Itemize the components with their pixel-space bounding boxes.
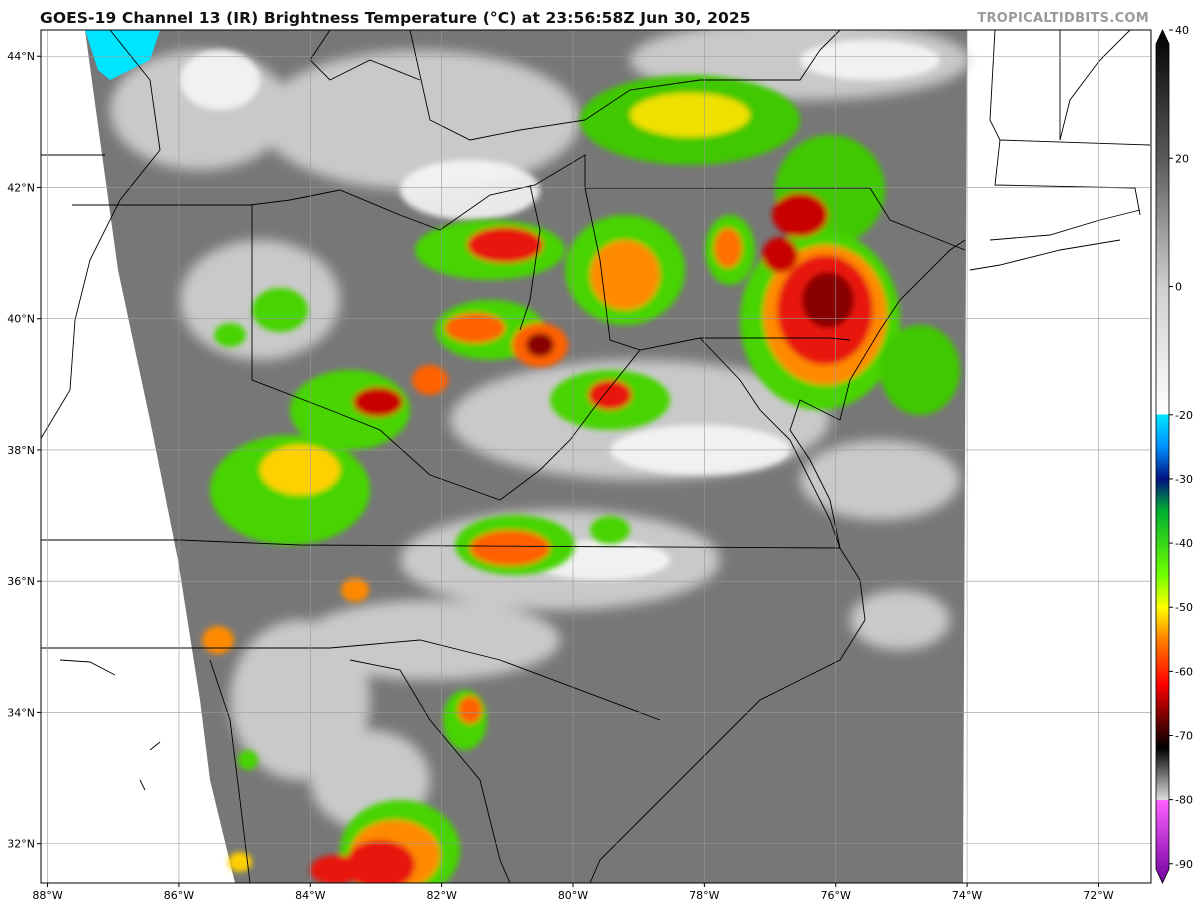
convective-cells [202, 75, 960, 883]
lat-tick-label: 44°N [7, 50, 35, 63]
lon-tick-label: 88°W [32, 889, 62, 902]
lat-tick-label: 34°N [7, 706, 35, 719]
lat-tick-label: 40°N [7, 313, 35, 326]
map-plot-area [41, 30, 1151, 883]
colorbar-tick-label: -90 [1175, 858, 1193, 871]
cold-cloud-cyan [85, 30, 160, 80]
colorbar-tick-label: 40 [1175, 24, 1189, 37]
colorbar-tick-label: 20 [1175, 152, 1189, 165]
colorbar-scale [1155, 29, 1170, 884]
lon-tick-label: 84°W [295, 889, 325, 902]
lat-tick-label: 36°N [7, 575, 35, 588]
lon-tick-label: 80°W [558, 889, 588, 902]
lon-tick-label: 72°W [1083, 889, 1113, 902]
lon-tick-label: 82°W [426, 889, 456, 902]
boundaries [41, 30, 1151, 883]
credit-label: TROPICALTIDBITS.COM [977, 11, 1149, 26]
colorbar-tick-label: 0 [1175, 281, 1182, 294]
plot-frame [40, 29, 1152, 884]
colorbar-tick-label: -80 [1175, 794, 1193, 807]
colorbar-tick-label: -60 [1175, 665, 1193, 678]
colorbar-tick-label: -30 [1175, 473, 1193, 486]
lon-tick-label: 74°W [952, 889, 982, 902]
lat-tick-label: 32°N [7, 838, 35, 851]
colorbar-tick-label: -50 [1175, 601, 1193, 614]
colorbar-tick-label: -70 [1175, 729, 1193, 742]
colorbar: 40 20 0 -20 -30 -40 -50 -60 -70 -80 -90 [1155, 24, 1193, 884]
lon-tick-label: 78°W [689, 889, 719, 902]
map-axes: 88°W 86°W 84°W 82°W 80°W 78°W 76°W 74°W 72°W 32°N… [7, 50, 1113, 902]
lat-tick-label: 42°N [7, 181, 35, 194]
lon-tick-label: 86°W [164, 889, 194, 902]
lon-tick-label: 76°W [821, 889, 851, 902]
map-grid [41, 30, 1151, 883]
lat-tick-label: 38°N [7, 444, 35, 457]
colorbar-tick-label: -20 [1175, 409, 1193, 422]
colorbar-tick-label: -40 [1175, 537, 1193, 550]
map-title: GOES-19 Channel 13 (IR) Brightness Tempe… [40, 9, 751, 27]
